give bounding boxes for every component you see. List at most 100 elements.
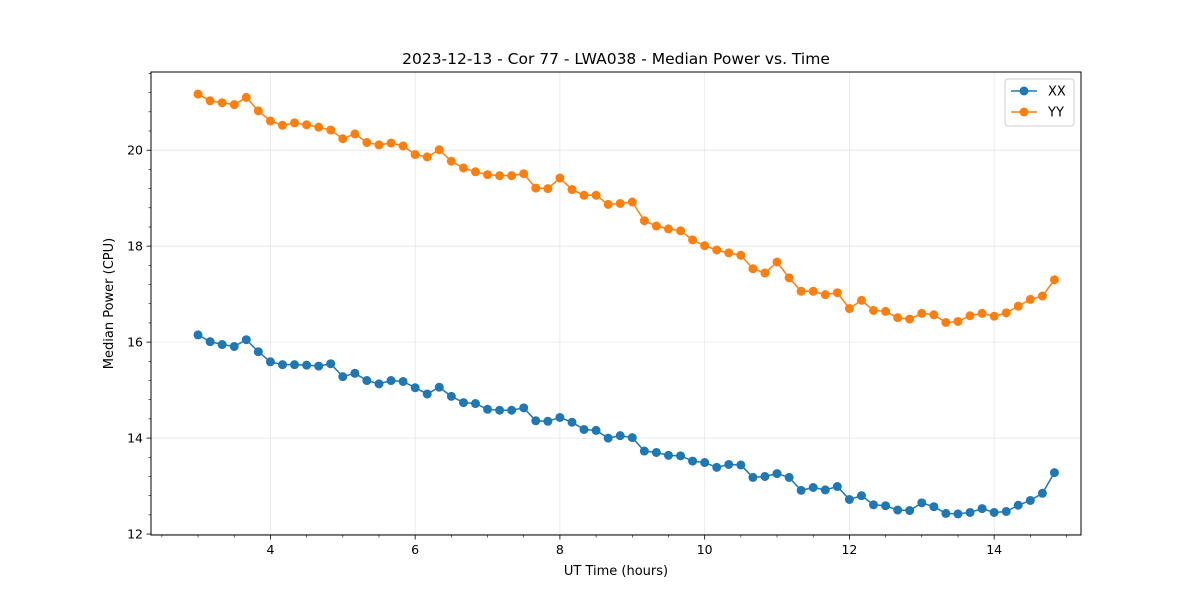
legend-label-xx: XX: [1048, 85, 1066, 100]
data-point-xx: [736, 460, 746, 470]
data-point-yy: [796, 286, 806, 296]
data-point-yy: [386, 138, 396, 148]
data-point-xx: [663, 450, 673, 460]
data-point-xx: [1013, 500, 1023, 510]
data-point-xx: [796, 485, 806, 495]
data-point-xx: [591, 425, 601, 435]
data-point-yy: [941, 317, 951, 327]
data-point-yy: [253, 106, 263, 116]
data-point-yy: [483, 170, 493, 180]
data-point-xx: [458, 398, 468, 408]
data-point-xx: [519, 403, 529, 413]
data-point-xx: [881, 501, 891, 511]
data-point-yy: [302, 120, 312, 130]
data-point-yy: [193, 89, 203, 99]
data-point-yy: [314, 122, 324, 132]
data-point-xx: [350, 368, 360, 378]
data-point-yy: [953, 316, 963, 326]
data-point-yy: [434, 145, 444, 155]
data-point-yy: [410, 150, 420, 160]
data-point-xx: [338, 372, 348, 382]
legend: XX YY: [1004, 78, 1075, 127]
data-point-yy: [265, 116, 275, 126]
data-point-xx: [205, 337, 215, 347]
data-point-xx: [253, 347, 263, 357]
y-tick-label: 16: [127, 335, 143, 350]
data-point-yy: [724, 248, 734, 258]
data-point-yy: [398, 141, 408, 151]
data-point-yy: [567, 185, 577, 195]
data-point-yy: [338, 134, 348, 144]
data-point-xx: [241, 335, 251, 345]
data-point-yy: [591, 190, 601, 200]
data-point-yy: [507, 171, 517, 181]
data-point-xx: [531, 416, 541, 426]
x-tick-label: 12: [841, 542, 857, 557]
data-point-yy: [893, 313, 903, 323]
data-point-xx: [989, 507, 999, 517]
data-point-yy: [1037, 291, 1047, 301]
data-point-xx: [639, 446, 649, 456]
data-point-xx: [193, 330, 203, 340]
data-point-yy: [1049, 275, 1059, 285]
data-point-xx: [362, 376, 372, 386]
data-point-xx: [844, 495, 854, 504]
data-point-yy: [627, 197, 637, 207]
data-point-yy: [446, 156, 456, 166]
data-point-xx: [603, 433, 613, 443]
data-point-xx: [917, 498, 927, 508]
data-point-yy: [784, 273, 794, 283]
y-axis-label: Median Power (CPU): [102, 238, 117, 369]
data-point-yy: [290, 118, 300, 128]
data-point-xx: [965, 507, 975, 517]
data-point-yy: [700, 241, 710, 251]
data-point-xx: [808, 483, 818, 492]
data-point-xx: [386, 376, 396, 386]
data-point-yy: [495, 171, 505, 181]
data-point-yy: [1013, 301, 1023, 311]
data-point-yy: [229, 100, 239, 110]
data-point-yy: [531, 183, 541, 193]
data-point-xx: [676, 451, 686, 461]
x-tick-label: 10: [697, 542, 713, 557]
data-point-yy: [977, 308, 987, 318]
data-point-yy: [350, 129, 360, 139]
data-point-yy: [905, 314, 915, 324]
data-point-xx: [712, 462, 722, 472]
data-point-xx: [869, 500, 879, 510]
y-tick-label: 20: [127, 143, 143, 158]
data-point-yy: [651, 221, 661, 231]
data-point-xx: [422, 389, 432, 399]
data-point-yy: [989, 311, 999, 321]
data-point-xx: [265, 357, 275, 367]
data-point-xx: [1001, 506, 1011, 516]
data-point-yy: [676, 226, 686, 236]
data-point-xx: [410, 383, 420, 393]
data-point-xx: [483, 404, 493, 414]
data-point-xx: [1049, 468, 1059, 478]
data-point-yy: [929, 310, 939, 320]
legend-marker-yy: [1019, 107, 1029, 117]
data-point-yy: [205, 96, 215, 106]
data-point-yy: [579, 190, 589, 200]
data-point-xx: [555, 412, 565, 422]
data-point-xx: [929, 502, 939, 512]
data-point-yy: [820, 290, 830, 300]
x-tick-label: 6: [411, 542, 419, 557]
x-axis-label: UT Time (hours): [564, 564, 668, 579]
data-point-xx: [748, 472, 758, 482]
data-point-xx: [893, 505, 903, 515]
data-point-yy: [748, 264, 758, 274]
data-point-xx: [772, 469, 782, 479]
data-point-yy: [965, 311, 975, 321]
data-point-yy: [663, 224, 673, 234]
data-point-yy: [278, 120, 287, 130]
data-point-xx: [278, 360, 287, 370]
data-point-yy: [217, 98, 227, 108]
data-point-xx: [374, 379, 384, 389]
data-point-yy: [736, 250, 746, 260]
data-point-xx: [229, 341, 239, 351]
data-point-yy: [869, 305, 879, 315]
